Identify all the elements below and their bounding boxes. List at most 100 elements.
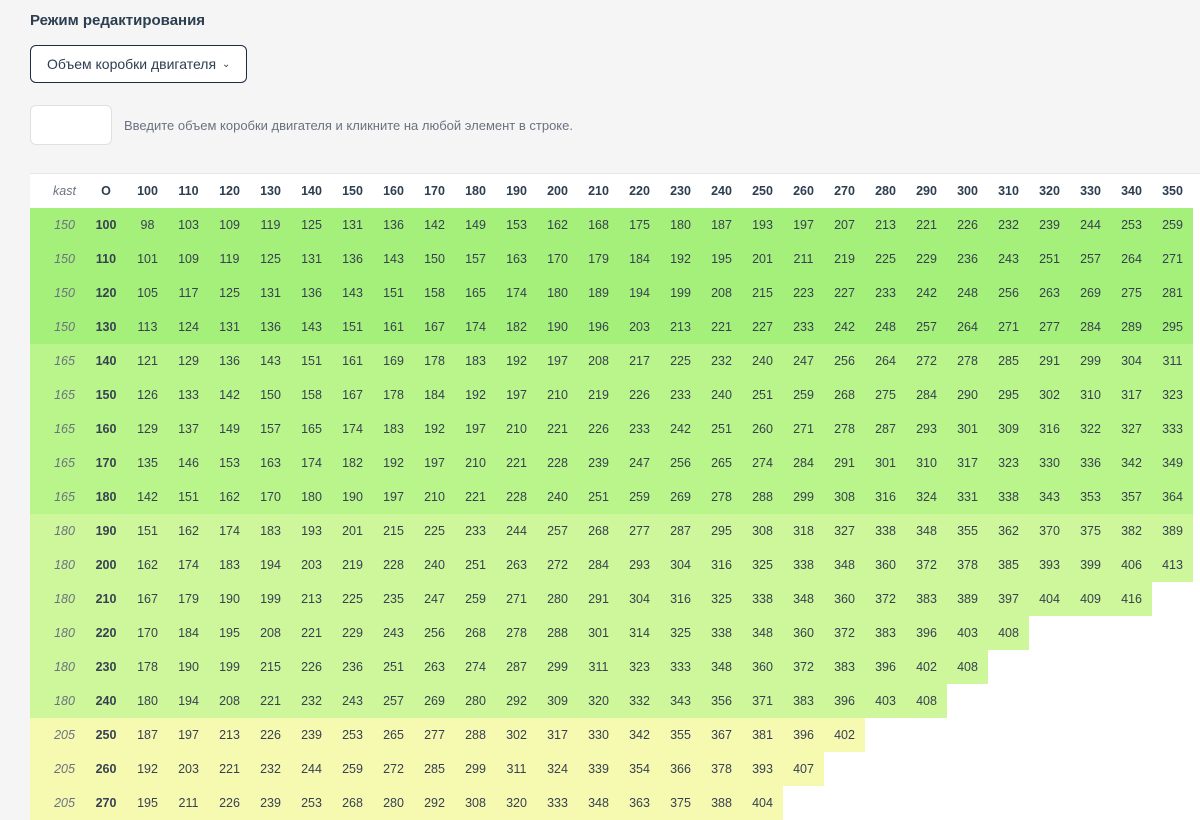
data-cell[interactable]: 318 xyxy=(783,514,824,548)
data-cell[interactable]: 268 xyxy=(455,616,496,650)
data-cell[interactable]: 385 xyxy=(988,548,1029,582)
data-cell[interactable]: 219 xyxy=(332,548,373,582)
data-cell[interactable]: 256 xyxy=(660,446,701,480)
data-cell[interactable]: 189 xyxy=(578,276,619,310)
data-cell[interactable]: 119 xyxy=(250,208,291,242)
data-cell[interactable]: 269 xyxy=(414,684,455,718)
data-cell[interactable]: 343 xyxy=(1029,480,1070,514)
data-cell[interactable]: 264 xyxy=(1111,242,1152,276)
data-cell[interactable]: 396 xyxy=(783,718,824,752)
data-cell[interactable]: 301 xyxy=(578,616,619,650)
data-cell[interactable]: 236 xyxy=(332,650,373,684)
data-cell[interactable]: 221 xyxy=(537,412,578,446)
data-cell[interactable]: 162 xyxy=(537,208,578,242)
data-cell[interactable]: 257 xyxy=(537,514,578,548)
data-cell[interactable]: 232 xyxy=(291,684,332,718)
data-cell[interactable]: 256 xyxy=(988,276,1029,310)
data-cell[interactable]: 316 xyxy=(701,548,742,582)
data-cell[interactable]: 180 xyxy=(537,276,578,310)
data-cell[interactable]: 169 xyxy=(373,344,414,378)
data-cell[interactable]: 192 xyxy=(455,378,496,412)
data-cell[interactable]: 151 xyxy=(332,310,373,344)
data-cell[interactable]: 221 xyxy=(455,480,496,514)
data-cell[interactable]: 259 xyxy=(455,582,496,616)
data-cell[interactable]: 215 xyxy=(742,276,783,310)
data-cell[interactable]: 278 xyxy=(824,412,865,446)
data-cell[interactable]: 271 xyxy=(988,310,1029,344)
data-cell[interactable]: 151 xyxy=(168,480,209,514)
data-cell[interactable]: 150 xyxy=(250,378,291,412)
data-cell[interactable]: 290 xyxy=(947,378,988,412)
data-cell[interactable]: 360 xyxy=(865,548,906,582)
data-cell[interactable]: 183 xyxy=(373,412,414,446)
data-cell[interactable]: 256 xyxy=(414,616,455,650)
data-cell[interactable]: 143 xyxy=(250,344,291,378)
data-cell[interactable]: 170 xyxy=(127,616,168,650)
data-cell[interactable]: 299 xyxy=(455,752,496,786)
data-cell[interactable]: 277 xyxy=(414,718,455,752)
data-cell[interactable]: 409 xyxy=(1070,582,1111,616)
data-cell[interactable]: 162 xyxy=(127,548,168,582)
data-cell[interactable]: 179 xyxy=(168,582,209,616)
data-cell[interactable]: 243 xyxy=(988,242,1029,276)
data-cell[interactable]: 299 xyxy=(537,650,578,684)
data-cell[interactable]: 383 xyxy=(783,684,824,718)
data-cell[interactable]: 165 xyxy=(291,412,332,446)
data-cell[interactable]: 109 xyxy=(168,242,209,276)
data-cell[interactable]: 272 xyxy=(906,344,947,378)
data-cell[interactable]: 275 xyxy=(865,378,906,412)
data-cell[interactable]: 167 xyxy=(127,582,168,616)
data-cell[interactable]: 323 xyxy=(988,446,1029,480)
data-cell[interactable]: 293 xyxy=(619,548,660,582)
data-cell[interactable]: 309 xyxy=(537,684,578,718)
data-cell[interactable]: 407 xyxy=(783,752,824,786)
data-cell[interactable]: 136 xyxy=(250,310,291,344)
data-cell[interactable]: 247 xyxy=(783,344,824,378)
data-cell[interactable]: 330 xyxy=(578,718,619,752)
data-cell[interactable]: 289 xyxy=(1111,310,1152,344)
data-cell[interactable]: 302 xyxy=(496,718,537,752)
data-cell[interactable]: 143 xyxy=(291,310,332,344)
data-cell[interactable]: 240 xyxy=(742,344,783,378)
data-cell[interactable]: 146 xyxy=(168,446,209,480)
data-cell[interactable]: 277 xyxy=(619,514,660,548)
data-cell[interactable]: 226 xyxy=(619,378,660,412)
data-cell[interactable]: 383 xyxy=(906,582,947,616)
data-cell[interactable]: 287 xyxy=(496,650,537,684)
volume-input[interactable] xyxy=(30,105,112,145)
data-cell[interactable]: 372 xyxy=(906,548,947,582)
data-cell[interactable]: 210 xyxy=(537,378,578,412)
data-cell[interactable]: 168 xyxy=(578,208,619,242)
data-cell[interactable]: 302 xyxy=(1029,378,1070,412)
data-cell[interactable]: 133 xyxy=(168,378,209,412)
data-cell[interactable]: 150 xyxy=(414,242,455,276)
data-cell[interactable]: 372 xyxy=(824,616,865,650)
data-cell[interactable]: 187 xyxy=(127,718,168,752)
data-cell[interactable]: 292 xyxy=(414,786,455,820)
data-cell[interactable]: 278 xyxy=(947,344,988,378)
data-cell[interactable]: 221 xyxy=(701,310,742,344)
data-cell[interactable]: 196 xyxy=(578,310,619,344)
data-cell[interactable]: 174 xyxy=(455,310,496,344)
data-cell[interactable]: 197 xyxy=(783,208,824,242)
data-cell[interactable]: 362 xyxy=(988,514,1029,548)
data-cell[interactable]: 178 xyxy=(414,344,455,378)
data-cell[interactable]: 199 xyxy=(660,276,701,310)
data-cell[interactable]: 396 xyxy=(906,616,947,650)
data-cell[interactable]: 239 xyxy=(578,446,619,480)
data-cell[interactable]: 322 xyxy=(1070,412,1111,446)
data-cell[interactable]: 149 xyxy=(209,412,250,446)
data-cell[interactable]: 183 xyxy=(455,344,496,378)
data-cell[interactable]: 247 xyxy=(619,446,660,480)
data-cell[interactable]: 193 xyxy=(742,208,783,242)
data-cell[interactable]: 342 xyxy=(1111,446,1152,480)
data-cell[interactable]: 109 xyxy=(209,208,250,242)
data-cell[interactable]: 343 xyxy=(660,684,701,718)
data-cell[interactable]: 364 xyxy=(1152,480,1193,514)
data-cell[interactable]: 278 xyxy=(496,616,537,650)
data-cell[interactable]: 259 xyxy=(619,480,660,514)
data-cell[interactable]: 201 xyxy=(742,242,783,276)
data-cell[interactable]: 131 xyxy=(250,276,291,310)
data-cell[interactable]: 182 xyxy=(496,310,537,344)
data-cell[interactable]: 277 xyxy=(1029,310,1070,344)
